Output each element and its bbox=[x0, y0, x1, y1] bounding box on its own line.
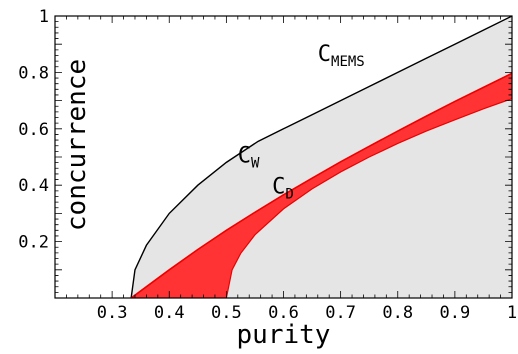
diagonal-curve bbox=[225, 98, 513, 299]
x-tick-label: 1 bbox=[507, 303, 517, 323]
regions bbox=[131, 16, 512, 298]
x-tick-label: 0.8 bbox=[382, 303, 413, 323]
curves bbox=[130, 15, 513, 299]
x-tick-label: 0.6 bbox=[268, 303, 299, 323]
x-tick-label: 0.7 bbox=[325, 303, 356, 323]
werner-curve bbox=[130, 72, 513, 299]
x-axis-label: purity bbox=[237, 320, 331, 350]
tick-labels: 0.3 0.4 0.5 0.6 0.7 0.8 0.9 1 0.2 0.4 0.6 0.8 1 bbox=[18, 7, 517, 323]
physical-region bbox=[131, 16, 512, 298]
curve-label-werner: CW bbox=[238, 144, 260, 172]
x-tick-label: 0.5 bbox=[211, 303, 242, 323]
y-tick-label: 0.8 bbox=[18, 63, 49, 83]
curve-label-diagonal: CD bbox=[272, 175, 294, 203]
mems-curve bbox=[130, 15, 513, 299]
y-tick-label: 0.6 bbox=[18, 120, 49, 140]
y-tick-label: 0.2 bbox=[18, 233, 49, 253]
ticks bbox=[54, 15, 513, 299]
y-tick-label: 0.4 bbox=[18, 176, 49, 196]
werner-diagonal-region bbox=[131, 73, 512, 298]
y-tick-label: 1 bbox=[39, 7, 49, 27]
x-tick-label: 0.4 bbox=[154, 303, 185, 323]
y-axis-label: concurrence bbox=[62, 59, 92, 231]
curve-label-mems: CMEMS bbox=[318, 42, 365, 70]
tick-marks bbox=[54, 15, 513, 299]
x-tick-label: 0.9 bbox=[440, 303, 471, 323]
x-tick-label: 0.3 bbox=[97, 303, 128, 323]
